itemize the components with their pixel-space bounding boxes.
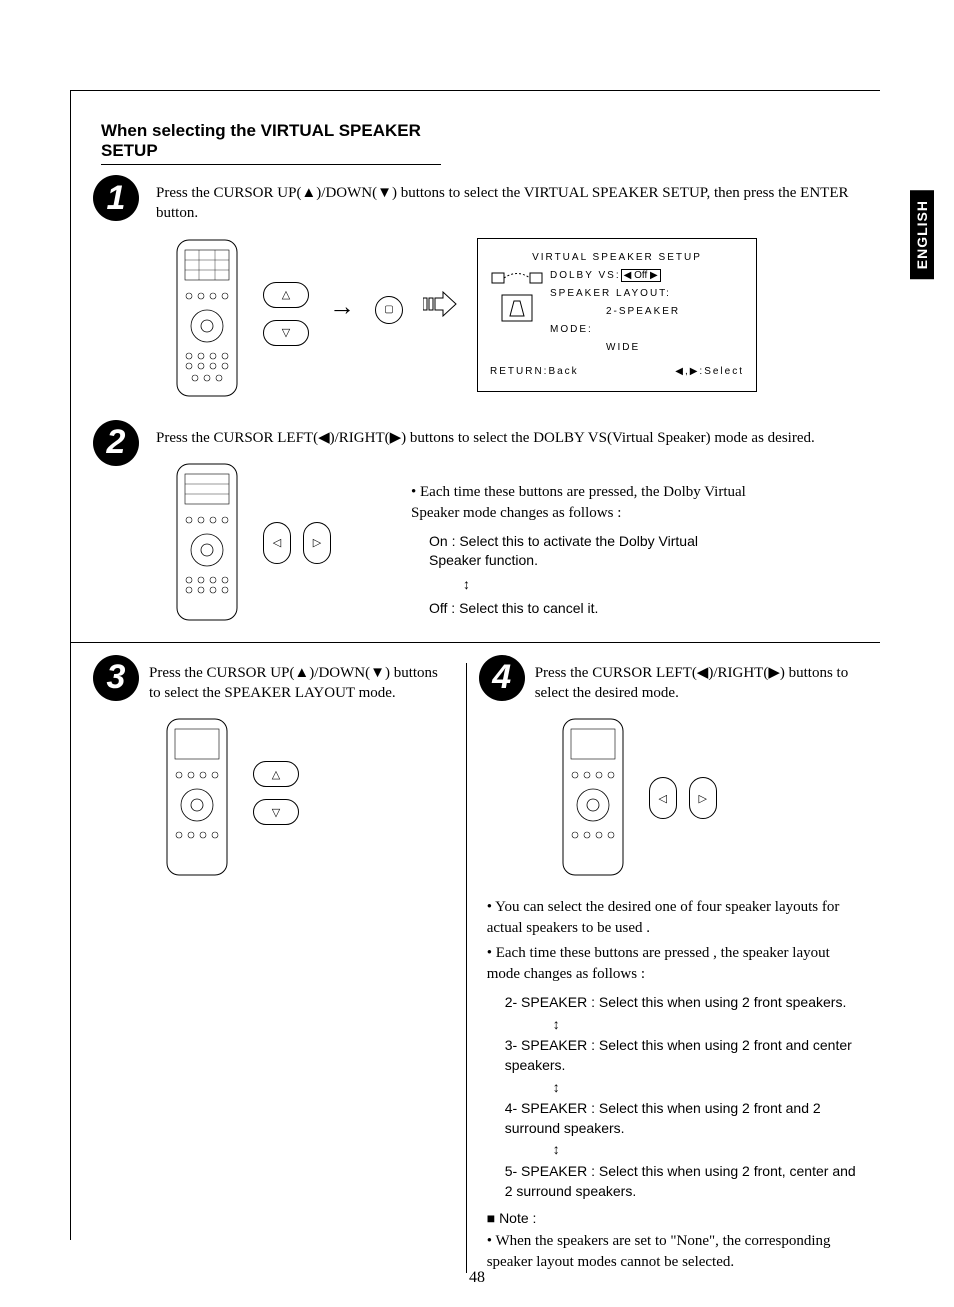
osd-title: VIRTUAL SPEAKER SETUP <box>490 249 744 267</box>
step-4: 4 Press the CURSOR LEFT(◀)/RIGHT(▶) butt… <box>487 663 860 878</box>
step-2: 2 Press the CURSOR LEFT(◀)/RIGHT(▶) butt… <box>101 428 860 622</box>
left-right-buttons: ◁ ▷ <box>263 522 331 564</box>
cursor-right-button: ▷ <box>689 777 717 819</box>
remote-diagram <box>171 238 243 398</box>
note-text: • When the speakers are set to "None", t… <box>487 1231 860 1273</box>
remote-diagram <box>161 717 233 877</box>
option-2-speaker: 2- SPEAKER : Select this when using 2 fr… <box>487 993 860 1013</box>
option-3-speaker: 3- SPEAKER : Select this when using 2 fr… <box>487 1036 860 1075</box>
step-4-bullet-1: • You can select the desired one of four… <box>487 897 860 939</box>
updown-arrow-icon: ↕ <box>445 575 463 595</box>
osd-dolby-value: ◀ Off ▶ <box>621 269 661 282</box>
cursor-up-button: △ <box>263 282 309 308</box>
cursor-left-button: ◁ <box>649 777 677 819</box>
step-number-1: 1 <box>93 175 139 221</box>
up-down-buttons: △ ▽ <box>263 282 309 346</box>
osd-footer-right: ◀,▶:Select <box>675 363 744 381</box>
left-right-buttons: ◁ ▷ <box>649 777 717 819</box>
step-2-off-option: Off : Select this to cancel it. <box>411 599 751 619</box>
section-title: When selecting the VIRTUAL SPEAKER SETUP <box>101 121 441 165</box>
cursor-up-button: △ <box>253 761 299 787</box>
step-3: 3 Press the CURSOR UP(▲)/DOWN(▼) buttons… <box>101 663 446 878</box>
step-number-2: 2 <box>93 420 139 466</box>
step-4-text: Press the CURSOR LEFT(◀)/RIGHT(▶) button… <box>535 663 860 704</box>
remote-diagram <box>171 462 243 622</box>
speaker-layout-icon <box>490 271 544 331</box>
cursor-left-button: ◁ <box>263 522 291 564</box>
step-2-text: Press the CURSOR LEFT(◀)/RIGHT(▶) button… <box>156 428 860 448</box>
updown-arrow-icon: ↕ <box>535 1078 553 1098</box>
cursor-down-button: ▽ <box>253 799 299 825</box>
osd-mode-value: WIDE <box>550 339 744 357</box>
cursor-right-button: ▷ <box>303 522 331 564</box>
osd-mode-label: MODE: <box>550 321 744 339</box>
option-5-speaker: 5- SPEAKER : Select this when using 2 fr… <box>487 1162 860 1201</box>
step-1: 1 Press the CURSOR UP(▲)/DOWN(▼) buttons… <box>101 183 860 398</box>
step-1-text: Press the CURSOR UP(▲)/DOWN(▼) buttons t… <box>156 183 860 224</box>
language-tab: ENGLISH <box>910 190 934 279</box>
step-number-3: 3 <box>93 655 139 701</box>
step-3-text: Press the CURSOR UP(▲)/DOWN(▼) buttons t… <box>149 663 446 704</box>
cursor-down-button: ▽ <box>263 320 309 346</box>
osd-layout-value: 2-SPEAKER <box>550 303 744 321</box>
page-number: 48 <box>469 1269 485 1287</box>
note-label: ■ Note : <box>487 1209 860 1229</box>
osd-layout-label: SPEAKER LAYOUT: <box>550 285 744 303</box>
updown-arrow-icon: ↕ <box>535 1140 553 1160</box>
osd-screen: VIRTUAL SPEAKER SETUP <box>477 238 757 392</box>
enter-button: ▢ <box>375 296 403 324</box>
up-down-buttons: △ ▽ <box>253 761 299 825</box>
step-2-bullet: • Each time these buttons are pressed, t… <box>411 482 751 524</box>
step-2-on-option: On : Select this to activate the Dolby V… <box>411 532 751 571</box>
option-4-speaker: 4- SPEAKER : Select this when using 2 fr… <box>487 1099 860 1138</box>
output-arrow-icon <box>423 290 457 324</box>
updown-arrow-icon: ↕ <box>535 1015 553 1035</box>
osd-footer-left: RETURN:Back <box>490 363 579 381</box>
page-frame: When selecting the VIRTUAL SPEAKER SETUP… <box>70 90 880 1240</box>
step-4-bullet-2: • Each time these buttons are pressed , … <box>487 943 860 985</box>
osd-dolby-label: DOLBY VS: <box>550 270 621 281</box>
step-number-4: 4 <box>479 655 525 701</box>
remote-diagram <box>557 717 629 877</box>
arrow-icon: → <box>329 292 355 322</box>
